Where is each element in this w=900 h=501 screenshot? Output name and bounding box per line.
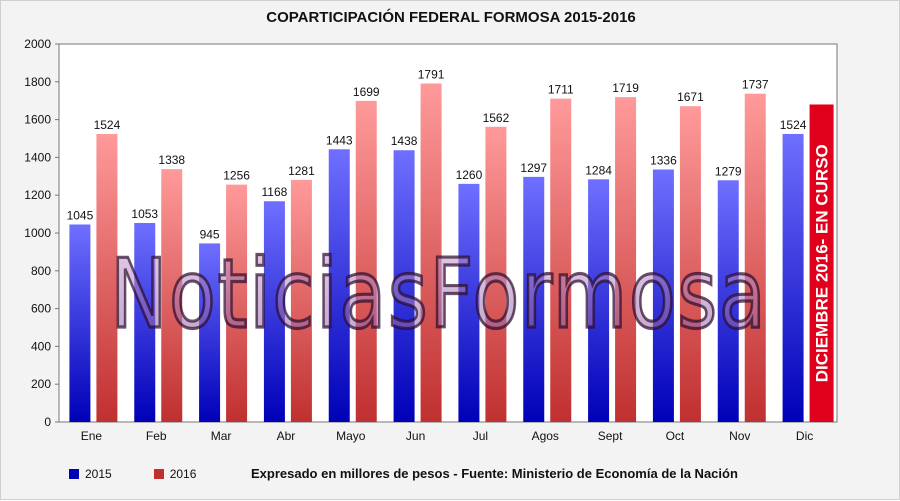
x-tick-label: Mar — [211, 429, 232, 443]
data-label-2016-Jul: 1562 — [483, 111, 510, 125]
x-tick-label: Agos — [532, 429, 559, 443]
bar-2016-Mayo — [355, 100, 377, 422]
data-label-2016-Oct: 1671 — [677, 90, 704, 104]
data-label-2016-Mayo: 1699 — [353, 85, 380, 99]
data-label-2015-Nov: 1279 — [715, 164, 742, 178]
x-axis: Ene Feb Mar Abr Mayo Jun Jul Agos Sept Oct Nov Dic — [81, 429, 814, 443]
data-label-2015-Feb: 1053 — [131, 207, 158, 221]
y-tick-label: 1600 — [24, 113, 51, 127]
annotation-text: DICIEMBRE 2016- EN CURSO — [813, 144, 832, 382]
bar-2016-Nov — [744, 93, 766, 422]
legend: 2015 2016 — [69, 467, 238, 481]
x-tick-label: Ene — [81, 429, 103, 443]
x-tick-label: Dic — [796, 429, 813, 443]
data-label-2015-Abr: 1168 — [262, 185, 288, 199]
bar-2015-Dic — [782, 133, 804, 423]
bar-2016-Jun — [420, 83, 442, 422]
bar-2015-Abr — [263, 201, 285, 422]
legend-label-2015: 2015 — [85, 467, 112, 481]
legend-item-2015: 2015 — [69, 467, 112, 481]
bar-2015-Agos — [523, 176, 545, 422]
bar-2015-Mayo — [328, 149, 350, 422]
annotation: DICIEMBRE 2016- EN CURSO — [809, 104, 834, 422]
x-tick-label: Sept — [598, 429, 623, 443]
bar-2016-Abr — [290, 179, 312, 422]
data-label-2015-Mar: 945 — [200, 227, 220, 241]
bar-2015-Sept — [588, 179, 610, 422]
watermark-logo: NoticiasFormosa — [110, 240, 767, 350]
x-tick-label: Nov — [729, 429, 750, 443]
y-tick-label: 0 — [44, 415, 51, 429]
bar-2016-Jul — [485, 126, 507, 423]
data-label-2015-Dic: 1524 — [780, 118, 807, 132]
x-tick-label: Jul — [473, 429, 488, 443]
bar-2016-Sept — [615, 97, 637, 422]
data-label-2016-Sept: 1719 — [612, 81, 639, 95]
y-tick-label: 1400 — [24, 150, 51, 164]
data-label-2015-Agos: 1297 — [520, 161, 547, 175]
data-label-2016-Ene: 1524 — [94, 118, 121, 132]
y-axis: 0 200 400 600 800 1000 1200 1400 1600 1800 2000 — [24, 37, 59, 429]
data-label-2015-Jun: 1438 — [391, 134, 418, 148]
x-tick-label: Jun — [406, 429, 425, 443]
data-label-2015-Oct: 1336 — [650, 153, 677, 167]
bar-2015-Jul — [458, 183, 480, 422]
legend-swatch-2016 — [153, 469, 164, 479]
annotation-banner — [809, 104, 834, 422]
bar-2015-Mar — [199, 243, 221, 422]
data-label-2016-Jun: 1791 — [418, 68, 445, 82]
chart-title: COPARTICIPACIÓN FEDERAL FORMOSA 2015-201… — [266, 9, 636, 26]
bar-2015-Oct — [652, 169, 674, 422]
y-tick-label: 800 — [31, 264, 51, 278]
data-label-2016-Nov: 1737 — [742, 78, 769, 92]
x-tick-label: Mayo — [336, 429, 366, 443]
y-tick-label: 1800 — [24, 75, 51, 89]
bar-2016-Feb — [161, 169, 183, 422]
bar-2015-Feb — [134, 222, 156, 422]
bar-2015-Nov — [717, 180, 739, 422]
bar-2016-Mar — [226, 184, 248, 422]
bar-2015-Jun — [393, 150, 415, 422]
data-label-2016-Agos: 1711 — [548, 83, 574, 97]
legend-item-2016: 2016 — [153, 467, 197, 481]
data-label-2015-Ene: 1045 — [67, 208, 94, 222]
data-label-2016-Feb: 1338 — [158, 153, 185, 167]
bar-2015-Ene — [69, 224, 91, 422]
legend-swatch-2015 — [69, 469, 79, 479]
data-label-2016-Abr: 1281 — [288, 164, 315, 178]
y-tick-label: 200 — [31, 377, 51, 391]
y-tick-label: 400 — [31, 339, 51, 353]
data-label-2015-Sept: 1284 — [585, 163, 612, 177]
source-note: Expresado en millores de pesos - Fuente:… — [251, 466, 738, 481]
y-tick-label: 2000 — [24, 37, 51, 51]
y-tick-label: 600 — [31, 302, 51, 316]
plot-area — [58, 43, 838, 423]
bar-2016-Agos — [550, 98, 572, 422]
x-tick-label: Feb — [146, 429, 167, 443]
x-tick-label: Abr — [277, 429, 296, 443]
bars — [69, 83, 804, 423]
x-tick-label: Oct — [666, 429, 685, 443]
bar-2016-Ene — [96, 133, 118, 423]
data-label-2016-Mar: 1256 — [223, 169, 250, 183]
legend-label-2016: 2016 — [169, 467, 197, 481]
bar-2016-Oct — [679, 106, 701, 422]
y-tick-label: 1200 — [24, 188, 51, 202]
data-label-2015-Mayo: 1443 — [326, 133, 353, 147]
y-tick-label: 1000 — [24, 226, 51, 240]
data-label-2015-Jul: 1260 — [456, 168, 483, 182]
